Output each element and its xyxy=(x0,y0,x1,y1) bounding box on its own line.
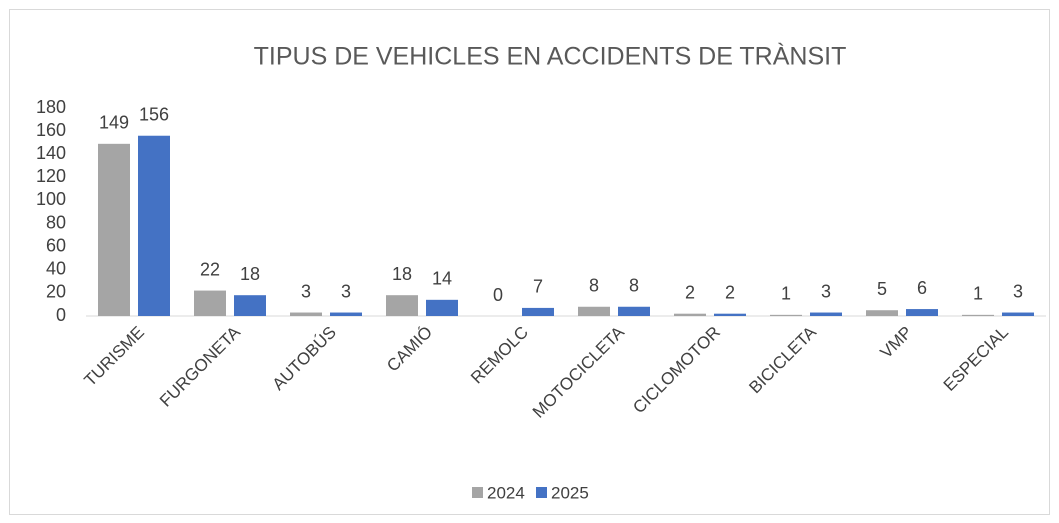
bar xyxy=(386,295,418,316)
y-tick-label: 120 xyxy=(36,166,66,186)
legend-swatch xyxy=(536,487,547,498)
y-tick-label: 40 xyxy=(46,259,66,279)
legend-label: 2024 xyxy=(487,483,525,502)
bar xyxy=(426,299,458,316)
y-tick-label: 0 xyxy=(56,305,66,325)
data-label: 2 xyxy=(685,282,695,302)
bar xyxy=(522,307,554,316)
bar xyxy=(98,143,130,316)
data-label: 8 xyxy=(589,276,599,296)
bar xyxy=(330,312,362,316)
y-tick-label: 180 xyxy=(36,97,66,117)
legend-swatch xyxy=(472,487,483,498)
data-label: 6 xyxy=(917,278,927,298)
y-tick-label: 20 xyxy=(46,282,66,302)
data-label: 22 xyxy=(200,259,220,279)
legend-label: 2025 xyxy=(551,483,589,502)
chart-title: TIPUS DE VEHICLES EN ACCIDENTS DE TRÀNSI… xyxy=(254,42,847,71)
data-label: 3 xyxy=(301,281,311,301)
bar xyxy=(714,313,746,316)
bar xyxy=(962,314,994,316)
bar xyxy=(906,309,938,316)
data-label: 18 xyxy=(392,264,412,284)
y-tick-label: 160 xyxy=(36,120,66,140)
bar xyxy=(674,313,706,316)
y-tick-label: 60 xyxy=(46,235,66,255)
data-label: 14 xyxy=(432,269,452,289)
data-label: 5 xyxy=(877,279,887,299)
bar xyxy=(138,135,170,316)
bar xyxy=(234,295,266,316)
chart-border xyxy=(9,9,1050,515)
bar xyxy=(618,306,650,316)
bar xyxy=(866,310,898,316)
data-label: 1 xyxy=(973,284,983,304)
bar xyxy=(290,312,322,316)
data-label: 1 xyxy=(781,284,791,304)
bar xyxy=(810,312,842,316)
data-label: 3 xyxy=(341,281,351,301)
data-label: 7 xyxy=(533,277,543,297)
bar xyxy=(770,314,802,316)
y-tick-label: 140 xyxy=(36,143,66,163)
data-label: 3 xyxy=(821,281,831,301)
bar xyxy=(1002,312,1034,316)
data-label: 156 xyxy=(139,104,169,124)
data-label: 18 xyxy=(240,264,260,284)
y-tick-label: 80 xyxy=(46,212,66,232)
bar xyxy=(194,290,226,316)
y-tick-label: 100 xyxy=(36,189,66,209)
data-label: 0 xyxy=(493,285,503,305)
data-label: 149 xyxy=(99,113,129,133)
data-label: 8 xyxy=(629,276,639,296)
data-label: 3 xyxy=(1013,281,1023,301)
bar xyxy=(578,306,610,316)
data-label: 2 xyxy=(725,282,735,302)
